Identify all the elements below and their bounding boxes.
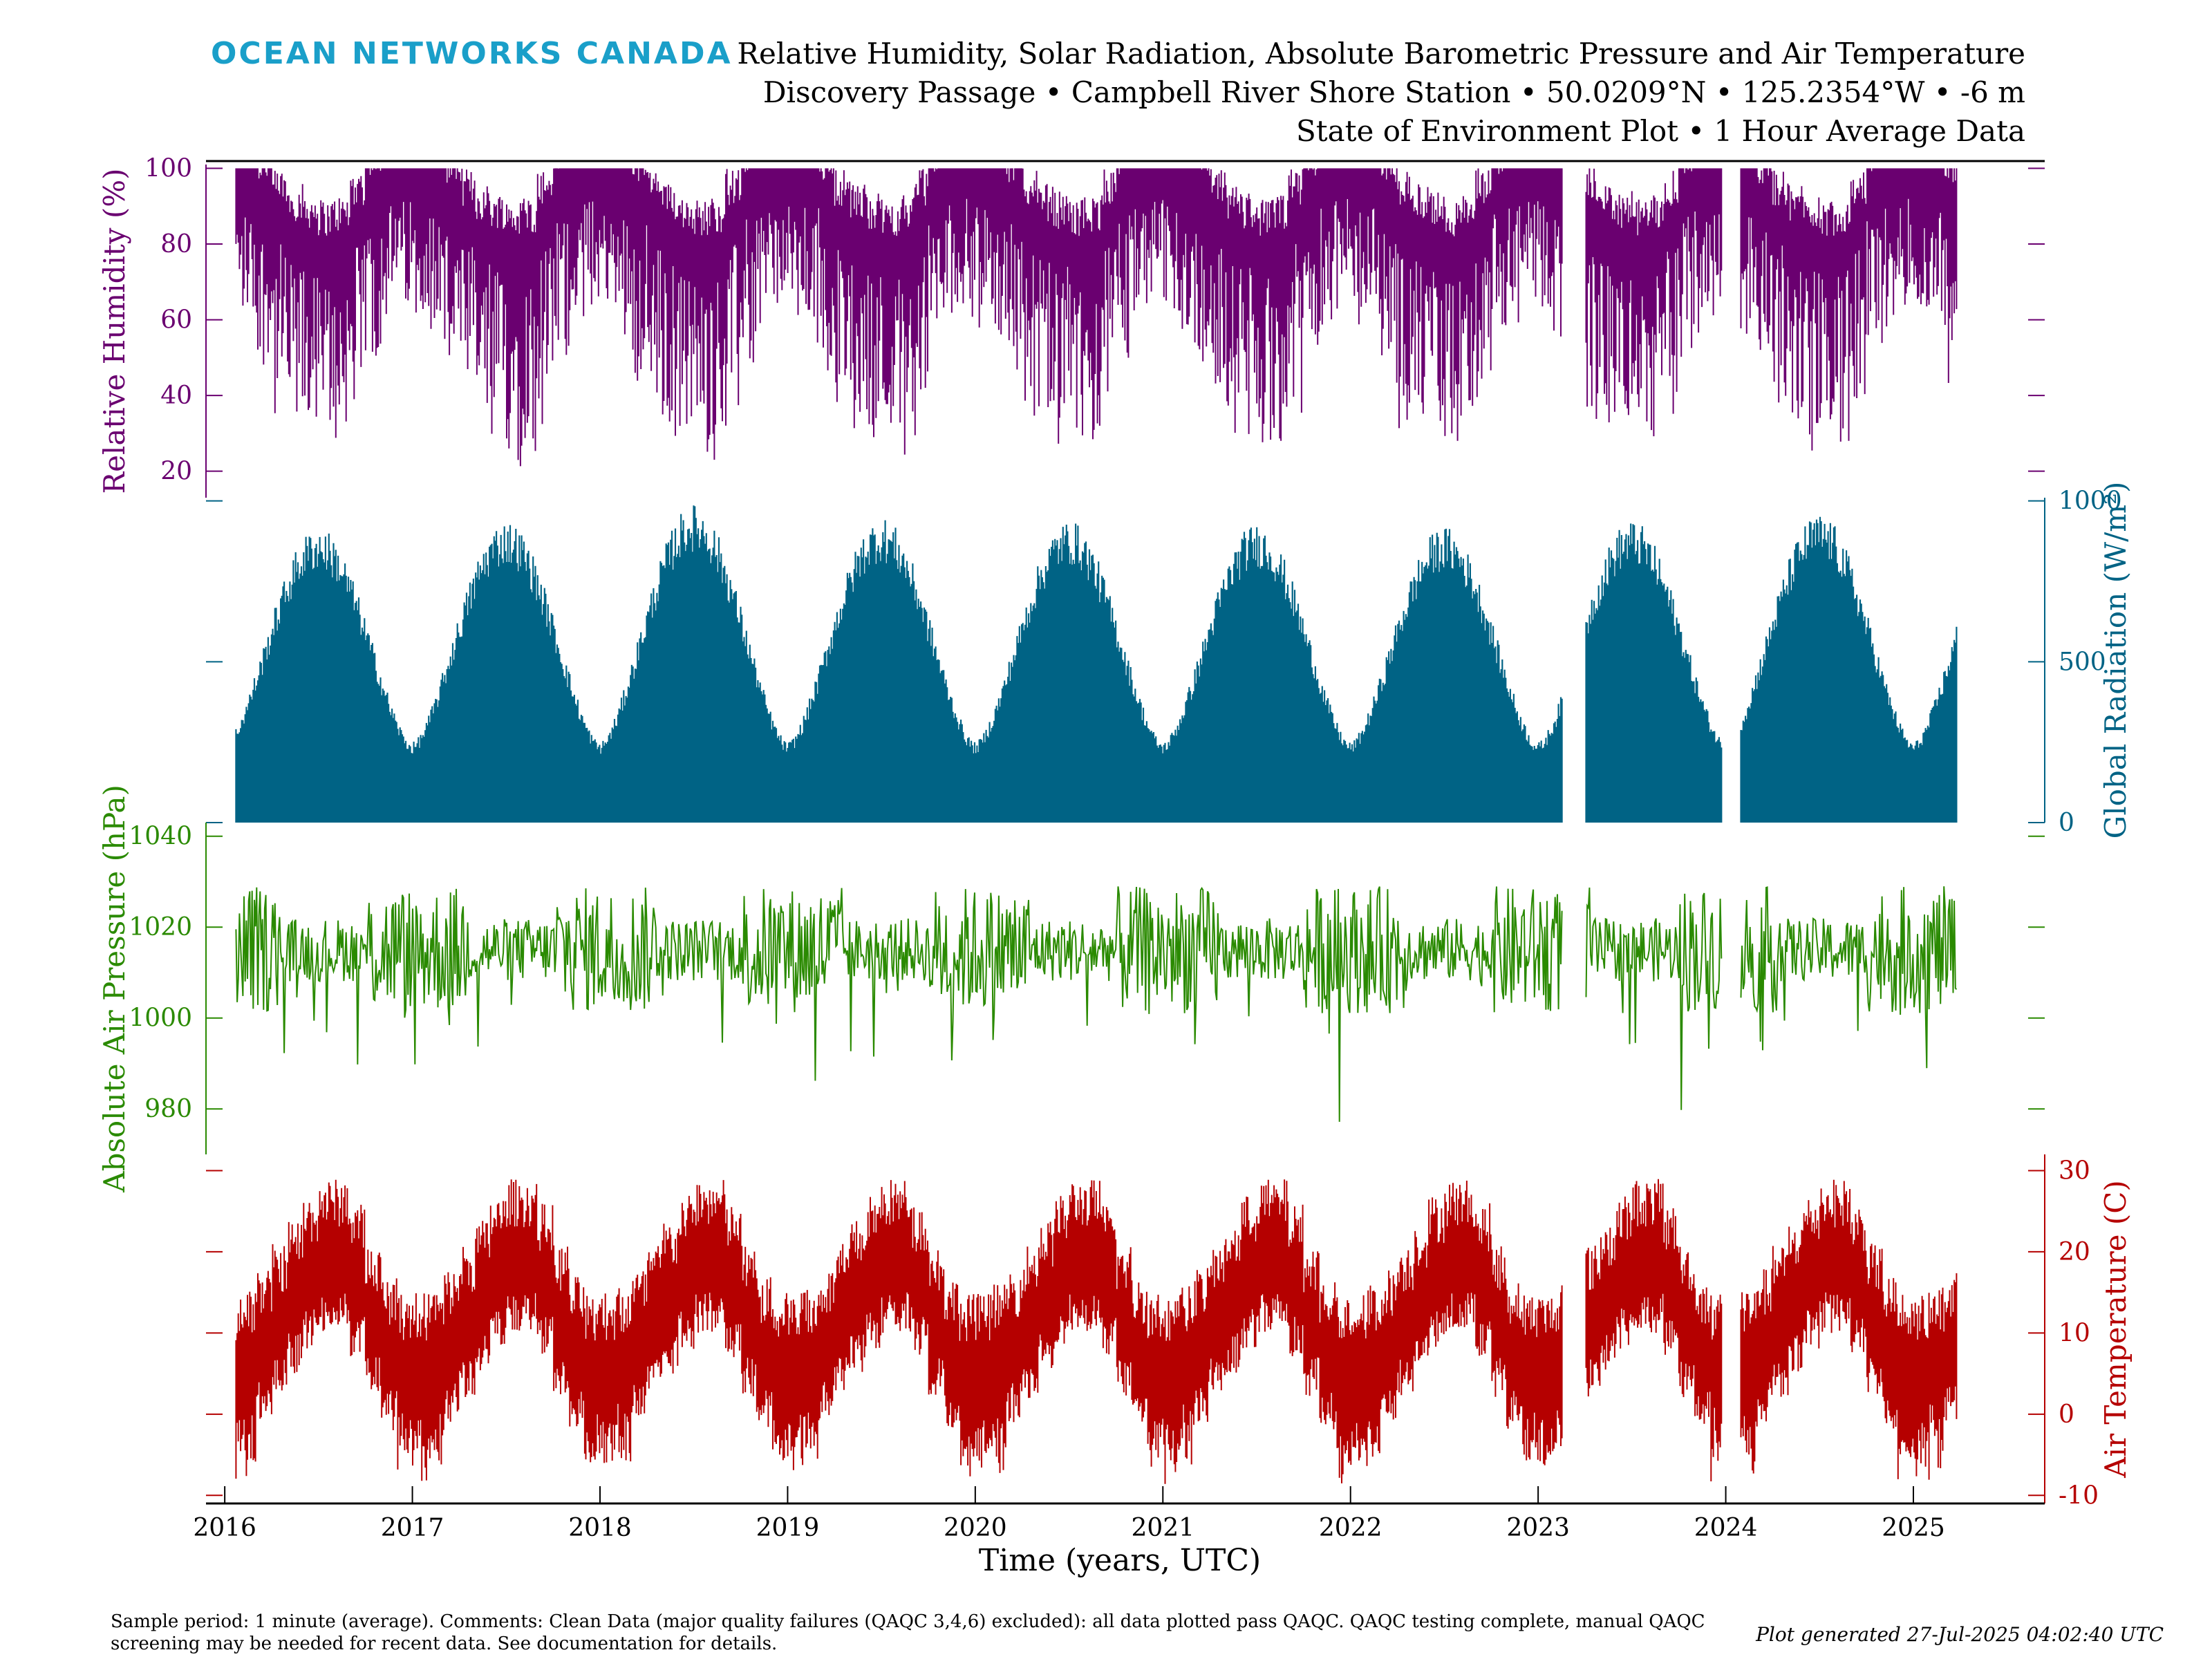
y-tick-label: 10 <box>2059 1319 2090 1347</box>
x-tick-label: 2017 <box>381 1514 444 1542</box>
x-tick-label: 2019 <box>756 1514 820 1542</box>
y-tick-label: 1040 <box>129 823 192 851</box>
y-tick-label: 80 <box>160 230 192 259</box>
x-tick-label: 2024 <box>1694 1514 1758 1542</box>
series-trace <box>235 505 1958 823</box>
y-tick-label: 40 <box>160 382 192 410</box>
y-tick-label: 0 <box>2059 1400 2074 1429</box>
y-tick-label: 0 <box>2059 809 2074 837</box>
x-tick-label: 2021 <box>1131 1514 1194 1542</box>
x-tick-label: 2018 <box>568 1514 632 1542</box>
footnote: Sample period: 1 minute (average). Comme… <box>111 1611 1705 1654</box>
y-tick-label: 1000 <box>2059 487 2122 516</box>
series-trace <box>235 1179 1958 1484</box>
y-axis-label: Global Radiation (W/m²) <box>2099 482 2133 839</box>
brand-logo-text: OCEAN NETWORKS CANADA <box>211 36 733 71</box>
x-tick-label: 2016 <box>193 1514 256 1542</box>
series-absolute-air-pressure <box>235 886 1958 1122</box>
y-axis-label: Relative Humidity (%) <box>97 168 131 494</box>
plot-title: Relative Humidity, Solar Radiation, Abso… <box>737 37 2025 71</box>
series-trace <box>235 886 1958 1122</box>
y-tick-label: 1020 <box>129 913 192 941</box>
x-axis-label: Time (years, UTC) <box>979 1543 1261 1578</box>
y-tick-label: 30 <box>2059 1156 2090 1185</box>
y-tick-label: 980 <box>144 1095 192 1123</box>
y-axis-label: Air Temperature (C) <box>2099 1180 2133 1479</box>
x-tick-label: 2022 <box>1319 1514 1382 1542</box>
y-tick-label: 20 <box>2059 1238 2090 1266</box>
y-axis-label: Absolute Air Pressure (hPa) <box>97 785 131 1193</box>
y-tick-label: 100 <box>144 154 192 182</box>
x-tick-label: 2023 <box>1506 1514 1570 1542</box>
series-trace <box>235 168 1958 467</box>
generated-timestamp: Plot generated 27-Jul-2025 04:02:40 UTC <box>1756 1623 2164 1646</box>
y-tick-label: 60 <box>160 306 192 335</box>
y-tick-label: 500 <box>2059 648 2106 676</box>
series-relative-humidity <box>235 168 1958 467</box>
plot-title-block: Relative Humidity, Solar Radiation, Abso… <box>737 35 2025 151</box>
y-tick-label: 20 <box>160 458 192 486</box>
y-tick-label: 1000 <box>129 1004 192 1033</box>
plot-subtitle-location: Discovery Passage • Campbell River Shore… <box>762 75 2025 109</box>
y-tick-label: -10 <box>2059 1481 2099 1510</box>
x-tick-label: 2020 <box>944 1514 1007 1542</box>
series-global-radiation <box>235 505 1958 823</box>
series-air-temperature <box>235 1179 1958 1484</box>
x-tick-label: 2025 <box>1882 1514 1945 1542</box>
plot-subtitle-type: State of Environment Plot • 1 Hour Avera… <box>1295 114 2025 148</box>
